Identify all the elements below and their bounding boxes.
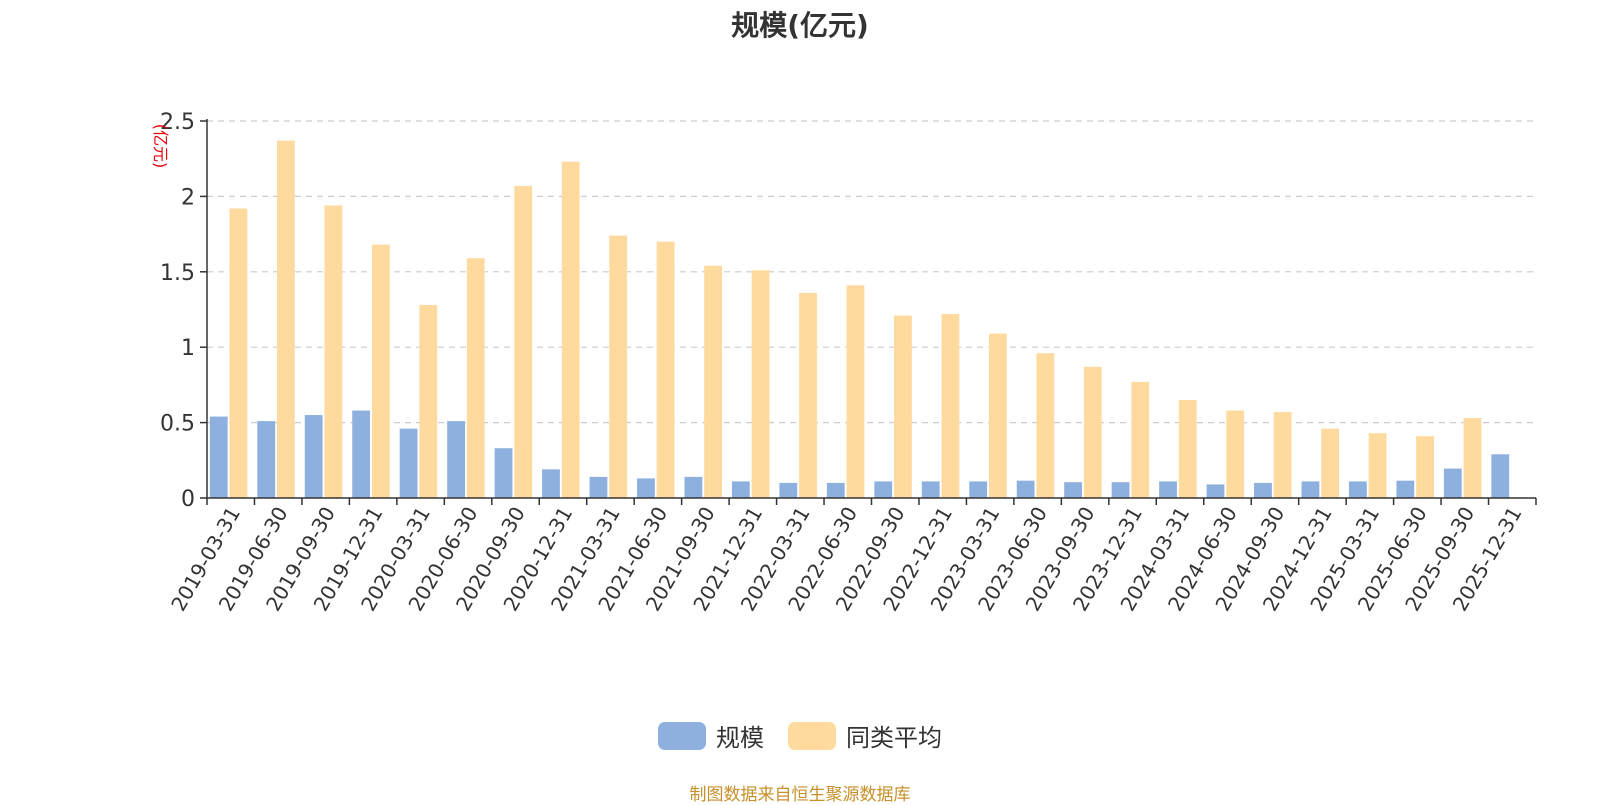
y-tick-label-5: 2.5 xyxy=(160,110,195,135)
bar-series-1-26 xyxy=(1463,418,1482,498)
y-tick-label-1: 0.5 xyxy=(160,412,195,437)
bar-series-1-14 xyxy=(894,315,912,498)
bar-series-1-24 xyxy=(1368,433,1387,498)
bar-series-0-4 xyxy=(399,428,418,498)
legend-label-series-0: 规模 xyxy=(716,724,764,752)
legend-item-series-1[interactable]: 同类平均 xyxy=(788,718,942,753)
bar-series-1-20 xyxy=(1178,399,1197,498)
bar-series-0-16 xyxy=(969,481,988,498)
legend-swatch-series-1 xyxy=(788,721,836,750)
bar-series-0-27 xyxy=(1491,454,1510,498)
bar-series-0-23 xyxy=(1301,481,1320,498)
bar-series-1-10 xyxy=(704,265,722,498)
bar-series-0-11 xyxy=(731,481,750,498)
bar-series-1-9 xyxy=(656,241,675,498)
bar-series-0-0 xyxy=(209,416,228,498)
bar-series-0-9 xyxy=(637,478,655,498)
bar-series-0-12 xyxy=(779,482,798,498)
y-tick-label-3: 1.5 xyxy=(160,261,195,286)
bar-series-1-22 xyxy=(1273,412,1292,498)
bar-series-0-22 xyxy=(1254,482,1272,498)
bar-series-1-3 xyxy=(371,244,390,498)
bar-series-0-2 xyxy=(304,415,323,498)
data-source-note: 制图数据来自恒生聚源数据库 xyxy=(689,785,911,805)
bar-series-1-6 xyxy=(514,185,533,498)
bar-series-1-7 xyxy=(561,161,580,498)
bar-series-0-7 xyxy=(542,469,560,498)
bar-series-0-21 xyxy=(1206,484,1225,498)
bar-series-0-1 xyxy=(257,421,276,498)
bar-series-1-2 xyxy=(324,205,343,498)
bar-series-0-20 xyxy=(1159,481,1177,498)
bar-series-1-18 xyxy=(1083,366,1102,498)
bar-series-0-25 xyxy=(1396,480,1415,498)
bar-series-1-23 xyxy=(1321,428,1340,498)
bar-series-0-10 xyxy=(684,476,703,498)
chart-title: 规模(亿元) xyxy=(731,9,869,42)
bar-series-0-15 xyxy=(921,481,940,498)
y-tick-label-4: 2 xyxy=(181,185,195,210)
legend-item-series-0[interactable]: 规模 xyxy=(658,718,764,753)
legend-label-series-1: 同类平均 xyxy=(846,724,942,752)
bar-series-1-12 xyxy=(799,292,817,498)
bar-series-1-0 xyxy=(229,208,248,499)
bar-series-0-3 xyxy=(352,410,371,498)
bar-series-1-8 xyxy=(609,235,628,498)
bar-series-1-4 xyxy=(419,304,438,498)
bar-series-0-14 xyxy=(874,481,893,498)
y-axis-unit-label: (亿元) xyxy=(151,124,170,169)
bar-series-0-8 xyxy=(589,476,608,498)
bar-series-1-11 xyxy=(751,270,770,498)
y-tick-label-0: 0 xyxy=(181,487,195,512)
bar-series-0-19 xyxy=(1111,482,1130,498)
bar-series-1-19 xyxy=(1131,381,1150,498)
bar-series-1-13 xyxy=(846,285,865,498)
bar-series-1-21 xyxy=(1226,410,1245,498)
bar-series-0-18 xyxy=(1064,482,1083,498)
bar-series-1-1 xyxy=(277,140,295,498)
bar-series-0-6 xyxy=(494,448,513,498)
bar-series-0-17 xyxy=(1016,480,1035,498)
bar-series-1-16 xyxy=(988,333,1007,498)
bar-series-0-5 xyxy=(447,421,465,498)
bar-series-0-13 xyxy=(826,482,845,498)
legend-swatch-series-0 xyxy=(658,721,706,750)
bar-series-1-25 xyxy=(1416,436,1434,498)
bar-series-1-17 xyxy=(1036,353,1055,498)
bar-series-1-15 xyxy=(941,314,960,498)
legend: 规模 同类平均 xyxy=(0,718,1600,753)
bar-series-0-24 xyxy=(1348,481,1367,498)
bar-series-0-26 xyxy=(1443,468,1462,498)
y-tick-label-2: 1 xyxy=(181,336,195,361)
bar-series-1-5 xyxy=(466,258,485,498)
